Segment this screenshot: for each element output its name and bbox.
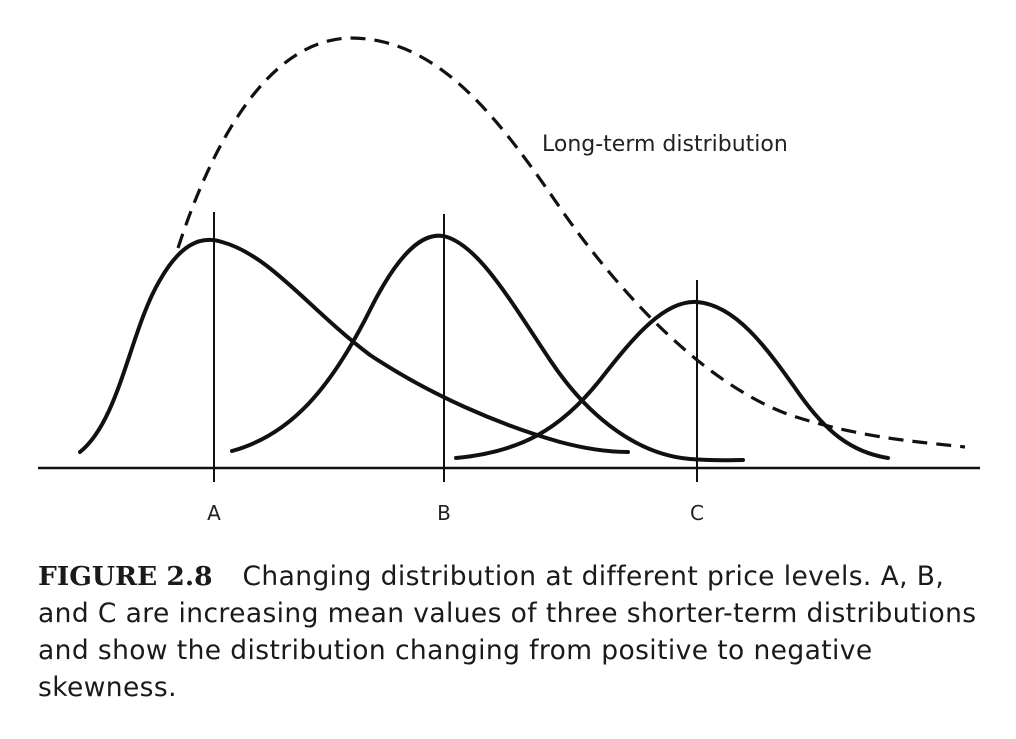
- distribution-diagram: Long-term distribution A B C: [38, 36, 980, 525]
- marker-label-c: C: [690, 501, 704, 525]
- long-term-distribution-label: Long-term distribution: [542, 132, 788, 157]
- marker-label-a: A: [207, 501, 221, 525]
- marker-label-b: B: [437, 501, 451, 525]
- distribution-curve-b: [230, 233, 745, 463]
- figure-number: FIGURE 2.8: [38, 561, 213, 592]
- long-term-distribution-curve: [176, 36, 966, 449]
- caption-text: Changing distribution at different price…: [38, 561, 977, 703]
- figure-caption: FIGURE 2.8 Changing distribution at diffe…: [38, 558, 998, 706]
- diagram-canvas: Long-term distribution A B C: [38, 36, 980, 525]
- distribution-curve-a: [78, 237, 630, 454]
- distribution-curve-c: [454, 299, 890, 460]
